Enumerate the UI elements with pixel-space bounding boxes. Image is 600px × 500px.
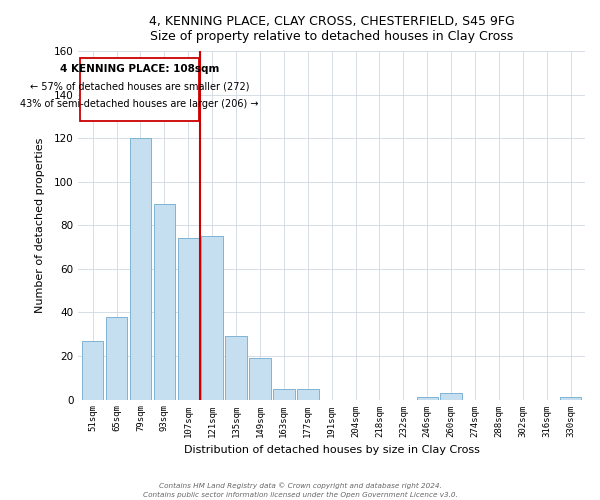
Bar [106,317,127,400]
Bar [560,398,581,400]
Text: Contains HM Land Registry data © Crown copyright and database right 2024.
Contai: Contains HM Land Registry data © Crown c… [143,482,457,498]
Bar [226,336,247,400]
Bar [82,341,103,400]
Bar [273,388,295,400]
Text: 43% of semi-detached houses are larger (206) →: 43% of semi-detached houses are larger (… [20,99,259,109]
Text: ← 57% of detached houses are smaller (272): ← 57% of detached houses are smaller (27… [29,82,249,92]
Bar [202,236,223,400]
Title: 4, KENNING PLACE, CLAY CROSS, CHESTERFIELD, S45 9FG
Size of property relative to: 4, KENNING PLACE, CLAY CROSS, CHESTERFIE… [149,15,515,43]
Text: 4 KENNING PLACE: 108sqm: 4 KENNING PLACE: 108sqm [59,64,219,74]
Bar [154,204,175,400]
X-axis label: Distribution of detached houses by size in Clay Cross: Distribution of detached houses by size … [184,445,479,455]
Bar [249,358,271,400]
FancyBboxPatch shape [80,58,199,121]
Bar [297,388,319,400]
Bar [416,398,438,400]
Bar [178,238,199,400]
Y-axis label: Number of detached properties: Number of detached properties [35,138,46,313]
Bar [130,138,151,400]
Bar [440,393,462,400]
